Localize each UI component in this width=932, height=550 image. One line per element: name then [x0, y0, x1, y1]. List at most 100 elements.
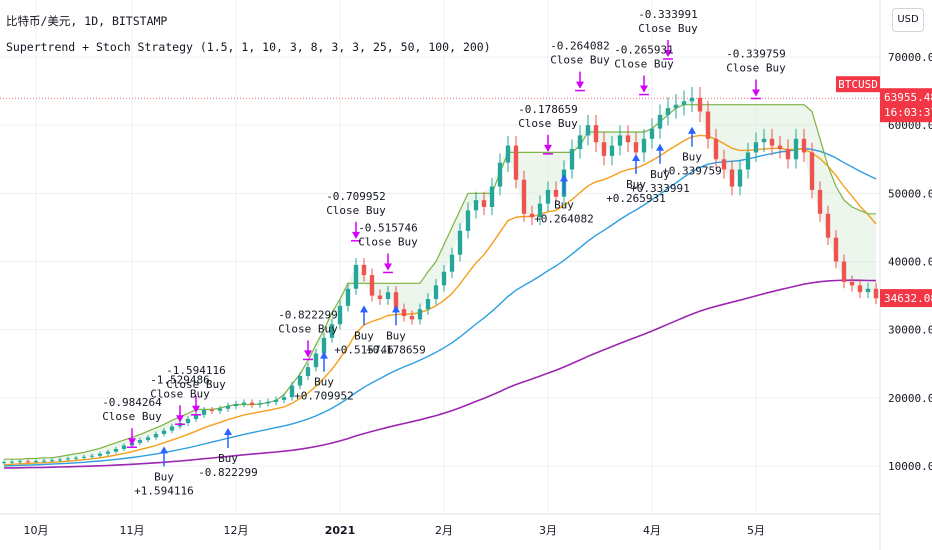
candle-body	[825, 213, 831, 238]
candle-body	[169, 426, 175, 431]
close-buy-value: -1.529486	[150, 373, 210, 386]
buy-label: Buy	[218, 452, 238, 465]
buy-arrow-head	[560, 174, 568, 182]
candle-body	[73, 457, 79, 459]
close-arrow-head	[128, 438, 136, 446]
candle-body	[849, 281, 855, 286]
close-arrow-head	[752, 89, 760, 97]
buy-arrow-head	[360, 305, 368, 313]
close-arrow-head	[352, 231, 360, 239]
close-buy-value: -0.984264	[102, 396, 162, 409]
buy-arrow-head	[392, 305, 400, 313]
candle-body	[841, 261, 847, 282]
x-tick-label: 3月	[539, 524, 557, 537]
close-buy-label: Close Buy	[614, 58, 674, 71]
ema-mid-line	[3, 147, 877, 467]
candle-body	[121, 445, 127, 449]
y-tick-label: 50000.00	[888, 187, 932, 200]
candle-body	[809, 152, 815, 190]
close-arrow-head	[384, 263, 392, 271]
candle-body	[857, 285, 863, 293]
candle-body	[89, 455, 95, 457]
candle-body	[769, 138, 775, 146]
candle-body	[81, 456, 87, 458]
candle-body	[1, 462, 7, 464]
candle-body	[97, 453, 103, 456]
current-price-box	[880, 289, 932, 308]
candle-body	[217, 408, 223, 411]
candle-body	[833, 237, 839, 262]
candle-body	[345, 288, 351, 306]
candle-body	[793, 138, 799, 160]
candle-body	[489, 186, 495, 207]
buy-label: Buy	[626, 178, 646, 191]
candle-body	[41, 460, 47, 462]
candle-body	[729, 169, 735, 187]
candle-body	[537, 203, 543, 218]
close-arrow-head	[176, 415, 184, 423]
candle-body	[777, 145, 783, 150]
close-buy-value: -0.822299	[278, 308, 338, 321]
buy-arrow-head	[632, 153, 640, 161]
close-buy-label: Close Buy	[550, 54, 610, 67]
candle-body	[785, 149, 791, 160]
candle-body	[601, 142, 607, 156]
candle-body	[817, 189, 823, 214]
candle-body	[113, 448, 119, 452]
candle-body	[385, 292, 391, 299]
x-tick-label: 4月	[643, 524, 661, 537]
buy-arrow-head	[160, 446, 168, 454]
candle-body	[425, 298, 431, 310]
close-buy-label: Close Buy	[150, 387, 210, 400]
close-buy-label: Close Buy	[358, 235, 418, 248]
candle-body	[257, 403, 263, 405]
buy-value: -0.822299	[198, 466, 258, 479]
candle-body	[185, 418, 191, 424]
currency-button[interactable]: USD	[892, 8, 924, 32]
candle-body	[457, 230, 463, 255]
close-buy-value: -0.264082	[550, 40, 610, 53]
close-buy-label: Close Buy	[638, 22, 698, 35]
candle-body	[17, 461, 23, 463]
candle-body	[393, 292, 399, 310]
candle-body	[465, 210, 471, 231]
candle-body	[105, 451, 111, 454]
candle-body	[9, 461, 15, 463]
candle-body	[161, 430, 167, 434]
candle-body	[25, 461, 31, 463]
candle-body	[377, 295, 383, 299]
candle-body	[585, 125, 591, 136]
candle-body	[529, 213, 535, 218]
x-tick-label: 12月	[224, 524, 249, 537]
candle-body	[409, 316, 415, 320]
candle-body	[593, 125, 599, 143]
candle-body	[297, 376, 303, 386]
candle-body	[737, 169, 743, 187]
candle-body	[57, 459, 63, 461]
x-tick-label: 5月	[747, 524, 765, 537]
candle-body	[513, 145, 519, 180]
candle-body	[673, 104, 679, 109]
candle-body	[617, 135, 623, 146]
symbol-tag-label: BTCUSD	[838, 78, 878, 91]
candle-body	[265, 401, 271, 404]
candle-body	[505, 145, 511, 163]
candle-body	[209, 410, 215, 412]
candle-body	[873, 288, 879, 299]
candle-body	[65, 458, 71, 460]
close-buy-label: Close Buy	[326, 204, 386, 217]
candle-body	[337, 305, 343, 325]
ema-slow-line	[3, 279, 877, 469]
candle-body	[449, 254, 455, 272]
candle-body	[745, 152, 751, 170]
x-tick-label: 2021	[325, 524, 356, 537]
candle-body	[305, 367, 311, 377]
candle-body	[545, 189, 551, 204]
candle-body	[249, 402, 255, 405]
close-buy-value: -0.265931	[614, 44, 674, 57]
close-arrow-head	[640, 85, 648, 93]
candle-body	[329, 324, 335, 338]
